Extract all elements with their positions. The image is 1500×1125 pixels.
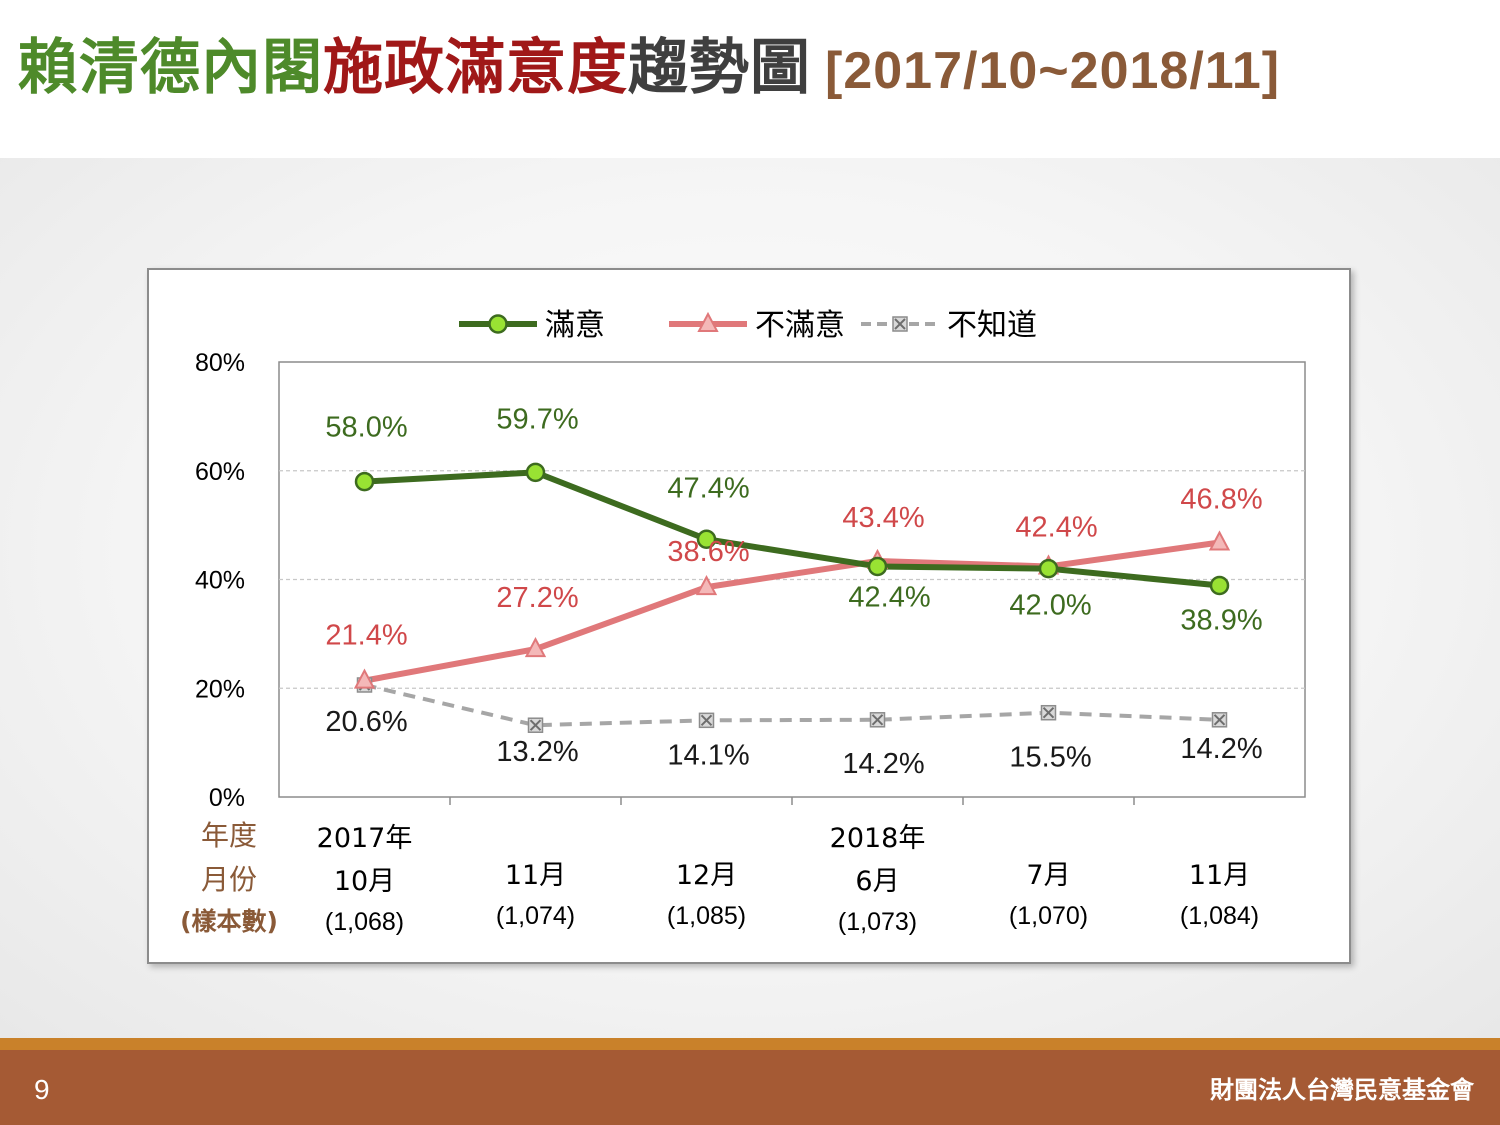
legend-marker-1 [488, 314, 508, 334]
x-tick-sample-label: (1,074) [496, 902, 575, 930]
data-point-2 [1208, 530, 1231, 551]
y-tick-label: 60% [195, 458, 245, 486]
data-label-2: 43.4% [842, 502, 924, 534]
legend-marker-3 [892, 316, 908, 332]
x-tick-year-label: 2017年 [317, 823, 413, 854]
title-bar: 賴清德內閣施政滿意度趨勢圖 [2017/10~2018/11] [0, 0, 1500, 158]
marker-cross [1042, 707, 1055, 719]
x-tick-sample-label: (1,070) [1009, 902, 1088, 930]
title-part-satisfaction: 施政滿意度 [323, 33, 628, 103]
row-header-label: 年度 [201, 819, 257, 852]
x-tick-month-label: 11月 [1189, 860, 1250, 891]
data-label-1: 59.7% [496, 403, 578, 435]
x-tick-month-label: 11月 [505, 860, 566, 891]
y-tick-label: 40% [195, 567, 245, 595]
data-label-1: 42.0% [1009, 590, 1091, 622]
data-point-1 [1209, 575, 1230, 596]
footer-accent-line [0, 1038, 1500, 1050]
y-tick-label: 80% [195, 349, 245, 377]
marker-cross [700, 714, 713, 727]
data-label-1: 47.4% [667, 472, 749, 504]
legend-marker-2 [697, 311, 719, 332]
x-tick-month-label: 7月 [1026, 860, 1070, 891]
marker-cross [1213, 714, 1226, 726]
data-point-2 [353, 668, 376, 689]
marker-cross [871, 714, 884, 726]
x-tick-month-label: 12月 [676, 860, 737, 891]
data-label-2: 42.4% [1015, 511, 1097, 543]
data-point-3 [869, 712, 886, 728]
row-header-label: 月份 [201, 863, 257, 896]
x-tick-month-label: 6月 [855, 866, 899, 897]
data-point-3 [1040, 704, 1057, 721]
series-line-3 [364, 683, 1220, 728]
data-label-3: 20.6% [325, 706, 407, 738]
data-label-2: 27.2% [496, 582, 578, 614]
marker-cross [894, 318, 906, 330]
x-tick-sample-label: (1,085) [667, 902, 746, 930]
data-point-1 [1038, 558, 1059, 579]
data-label-2: 38.6% [667, 536, 749, 568]
x-tick-year-label: 2018年 [830, 823, 926, 854]
data-label-3: 14.1% [667, 739, 749, 771]
data-point-2 [524, 636, 547, 658]
data-label-2: 46.8% [1180, 484, 1262, 516]
y-tick-label: 20% [195, 675, 245, 703]
title-part-cabinet: 賴清德內閣 [18, 33, 323, 103]
legend-label-3: 不知道 [947, 308, 1037, 343]
y-tick-label: 0% [209, 784, 245, 812]
data-point-1 [696, 529, 717, 550]
legend-label-2: 不滿意 [755, 308, 845, 343]
data-point-1 [867, 556, 888, 577]
data-label-2: 21.4% [325, 620, 407, 652]
x-tick-month-label: 10月 [334, 866, 395, 897]
data-point-1 [354, 471, 375, 492]
slide-title: 賴清德內閣施政滿意度趨勢圖 [2017/10~2018/11] [18, 38, 1280, 98]
data-point-3 [1211, 712, 1228, 728]
data-label-3: 13.2% [496, 736, 578, 768]
data-point-2 [695, 574, 718, 596]
footer-bar: 9 財團法人台灣民意基金會 [0, 1050, 1500, 1125]
series-line-2 [363, 539, 1220, 684]
legend-label-1: 滿意 [545, 308, 605, 343]
page-number: 9 [34, 1074, 50, 1105]
series-line-1 [364, 469, 1220, 589]
data-label-1: 38.9% [1180, 604, 1262, 636]
row-header-label: (樣本數) [180, 907, 278, 936]
data-label-1: 42.4% [848, 581, 930, 613]
title-date-range: [2017/10~2018/11] [825, 42, 1281, 100]
organization-name: 財團法人台灣民意基金會 [1210, 1076, 1474, 1104]
data-point-3 [698, 712, 715, 729]
data-label-3: 14.2% [842, 748, 924, 780]
data-point-1 [525, 462, 546, 483]
chart-frame: 0% 20% 40% 60% 80% 年度月份 (樣本數) 2017年 10月 (1,068) 11… [147, 268, 1351, 964]
x-tick-sample-label: (1,073) [838, 908, 917, 936]
x-tick-sample-label: (1,084) [1180, 902, 1259, 930]
data-label-1: 58.0% [325, 412, 407, 444]
data-label-3: 14.2% [1180, 733, 1262, 765]
title-part-trend: 趨勢圖 [628, 33, 811, 103]
x-tick-sample-label: (1,068) [325, 908, 404, 936]
data-label-3: 15.5% [1009, 742, 1091, 774]
data-point-3 [527, 717, 544, 733]
marker-cross [529, 719, 542, 731]
